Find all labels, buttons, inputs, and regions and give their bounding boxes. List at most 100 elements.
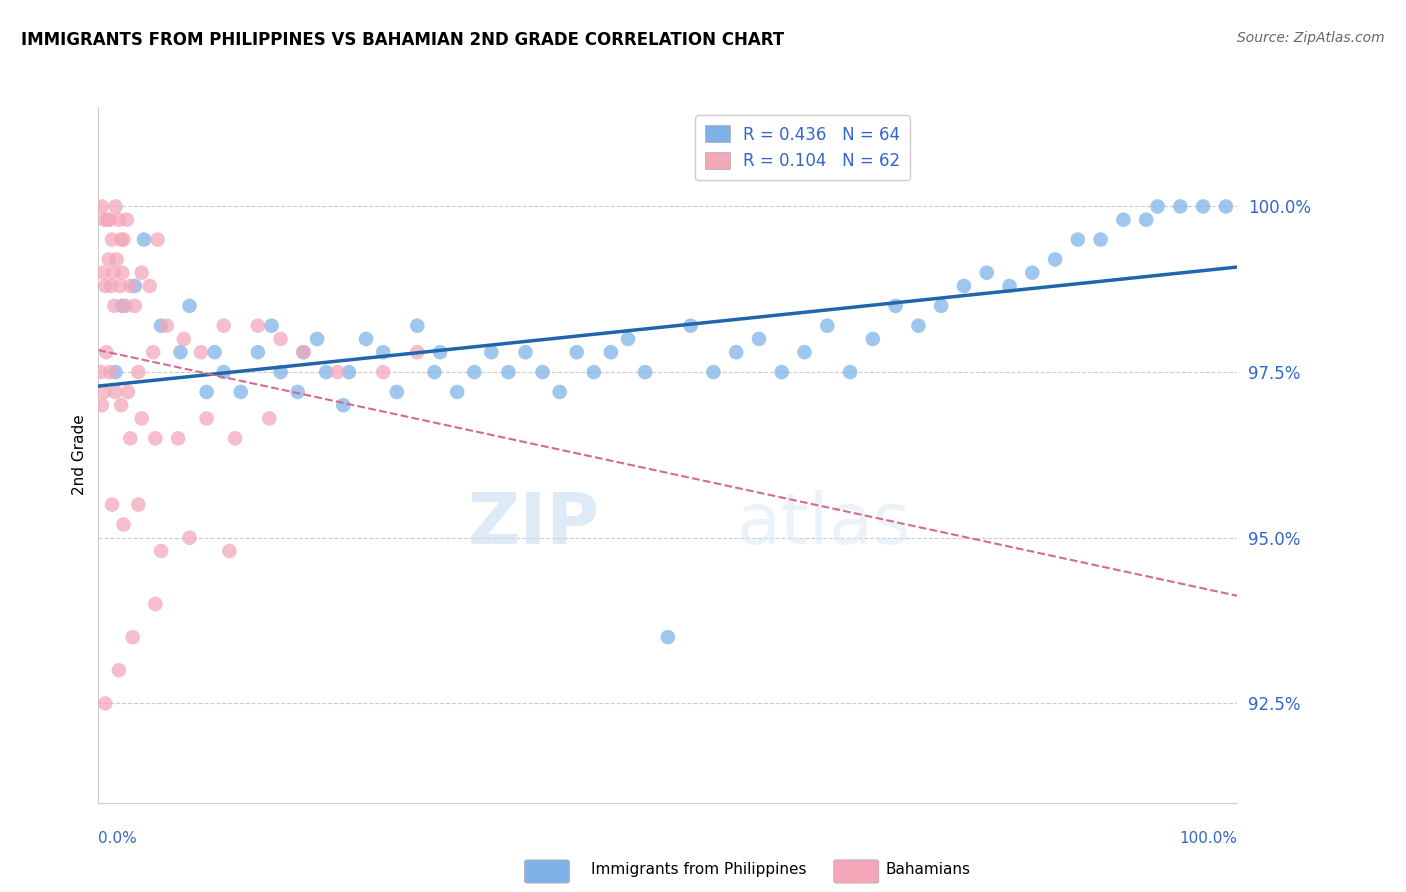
Point <box>115 212 138 227</box>
Point <box>246 318 269 333</box>
Point <box>976 266 998 280</box>
Point <box>93 384 115 399</box>
Point <box>112 517 135 532</box>
Point <box>195 384 218 399</box>
Point <box>110 398 132 412</box>
Point <box>229 384 252 399</box>
Point <box>167 431 190 445</box>
Text: Immigrants from Philippines: Immigrants from Philippines <box>591 863 806 877</box>
Point <box>479 345 502 359</box>
Point <box>1146 199 1168 213</box>
Point <box>332 398 354 412</box>
Point <box>429 345 451 359</box>
Point <box>371 365 394 379</box>
Point <box>212 365 235 379</box>
Point <box>657 630 679 644</box>
Point <box>548 384 571 399</box>
Point <box>97 252 120 267</box>
Point <box>96 345 118 359</box>
Point <box>90 398 112 412</box>
Point <box>246 345 269 359</box>
Point <box>105 252 128 267</box>
Point <box>565 345 588 359</box>
Point <box>998 279 1021 293</box>
Point <box>337 365 360 379</box>
Point <box>1090 233 1112 247</box>
Point <box>702 365 724 379</box>
Point <box>90 365 112 379</box>
Point <box>120 279 142 293</box>
Point <box>582 365 605 379</box>
Point <box>725 345 748 359</box>
Point <box>103 266 125 280</box>
Point <box>204 345 226 359</box>
Point <box>617 332 640 346</box>
Point <box>124 299 146 313</box>
Point <box>150 318 173 333</box>
Point <box>108 663 131 677</box>
Point <box>839 365 862 379</box>
Point <box>112 233 135 247</box>
Point <box>1021 266 1043 280</box>
Point <box>114 299 136 313</box>
Point <box>145 431 167 445</box>
Point <box>127 365 149 379</box>
Point <box>101 498 124 512</box>
Point <box>98 365 121 379</box>
Point <box>1170 199 1192 213</box>
Point <box>224 431 246 445</box>
Point <box>127 498 149 512</box>
Point <box>270 332 292 346</box>
Point <box>218 544 240 558</box>
Point <box>634 365 657 379</box>
Point <box>371 345 394 359</box>
Point <box>385 384 408 399</box>
Point <box>190 345 212 359</box>
Y-axis label: 2nd Grade: 2nd Grade <box>72 415 87 495</box>
Text: atlas: atlas <box>737 490 911 559</box>
Point <box>292 345 315 359</box>
Point <box>463 365 485 379</box>
Point <box>104 365 127 379</box>
Point <box>770 365 793 379</box>
Text: 0.0%: 0.0% <box>98 830 138 846</box>
Point <box>907 318 929 333</box>
Point <box>953 279 976 293</box>
Point <box>1192 199 1215 213</box>
Point <box>94 279 117 293</box>
Point <box>104 199 127 213</box>
Point <box>195 411 218 425</box>
Point <box>1135 212 1157 227</box>
Point <box>94 697 117 711</box>
Point <box>1067 233 1090 247</box>
Point <box>326 365 349 379</box>
Point <box>96 212 118 227</box>
Text: Bahamians: Bahamians <box>886 863 970 877</box>
Point <box>406 345 429 359</box>
Point <box>929 299 952 313</box>
Point <box>793 345 815 359</box>
Point <box>101 233 124 247</box>
Point <box>120 431 142 445</box>
Point <box>446 384 468 399</box>
Point <box>104 384 127 399</box>
Point <box>515 345 537 359</box>
Point <box>91 266 114 280</box>
Point <box>884 299 907 313</box>
Point <box>93 212 115 227</box>
Point <box>1112 212 1135 227</box>
Point <box>179 531 201 545</box>
Point <box>748 332 770 346</box>
Point <box>531 365 554 379</box>
Point <box>146 233 169 247</box>
Point <box>110 233 132 247</box>
Point <box>307 332 329 346</box>
Point <box>103 299 125 313</box>
Point <box>600 345 623 359</box>
Point <box>179 299 201 313</box>
Point <box>498 365 520 379</box>
Point <box>292 345 315 359</box>
Point <box>259 411 281 425</box>
Point <box>173 332 195 346</box>
Point <box>108 212 131 227</box>
